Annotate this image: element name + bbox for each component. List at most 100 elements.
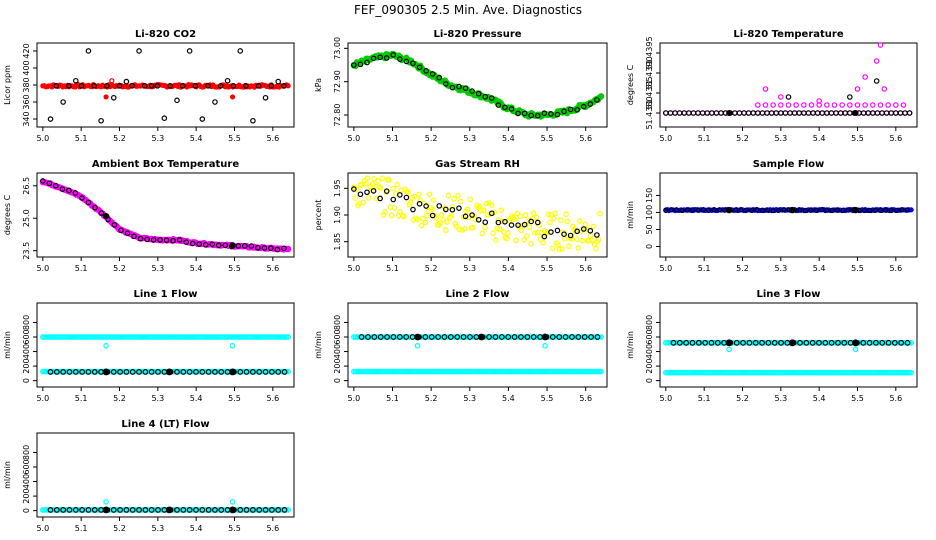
flow-line-point <box>199 507 206 513</box>
co2-avg-point <box>281 83 287 89</box>
rh-avg-point <box>436 203 443 209</box>
co2-avg-point <box>275 78 282 85</box>
rh-avg-point <box>370 188 377 194</box>
rh-point <box>407 199 414 206</box>
rh-avg-point <box>456 205 462 211</box>
rh-point <box>556 246 563 252</box>
y-tick-label: 600 <box>22 329 31 344</box>
rh-point <box>441 205 448 211</box>
flow-line-point <box>205 369 212 375</box>
temp-point <box>755 110 761 116</box>
x-tick-label: 5.0 <box>36 264 49 273</box>
x-tick-label: 5.4 <box>190 134 203 143</box>
temp-point <box>874 110 881 116</box>
flow-line-point <box>371 334 378 340</box>
flow-dip-point <box>542 342 548 349</box>
rh-point <box>541 228 548 234</box>
co2-avg-point <box>78 83 85 89</box>
rh-point <box>455 192 461 199</box>
ambient-avg-point <box>53 182 59 189</box>
temp-spike-point <box>816 98 822 104</box>
temp-point <box>686 110 692 116</box>
ambient-avg-point <box>281 245 287 252</box>
flow-line-point <box>117 369 123 375</box>
rh-point <box>591 241 598 248</box>
co2-avg-point <box>192 83 199 89</box>
flow-line-point <box>390 334 397 340</box>
flow-line-point <box>91 507 98 513</box>
y-tick-label: 1.90 <box>333 206 342 224</box>
rh-point <box>480 207 487 213</box>
co2-avg-point <box>60 99 66 105</box>
chart-title: Gas Stream RH <box>435 159 520 170</box>
y-axis-label: ml/min <box>626 201 635 229</box>
temp-point <box>870 110 876 116</box>
temp-point <box>877 102 884 108</box>
co2-avg-point <box>199 116 206 122</box>
pressure-avg-point <box>397 56 403 62</box>
flow-line-point <box>778 339 784 346</box>
rh-point <box>445 192 452 199</box>
temp-point <box>699 110 706 116</box>
flow-line-point <box>110 507 117 513</box>
rh-avg-point <box>488 210 495 217</box>
rh-point <box>414 216 421 223</box>
flow-line-point <box>47 507 54 513</box>
temp-point <box>663 110 669 116</box>
temp-point <box>906 110 913 116</box>
y-tick-label: 50 <box>645 224 654 234</box>
temp-point <box>870 102 876 108</box>
sample-point <box>679 207 685 214</box>
flow-line-point <box>136 507 142 513</box>
pressure-avg-point <box>423 68 429 74</box>
ambient-avg-point <box>66 187 72 194</box>
x-tick-label: 5.1 <box>698 264 711 273</box>
x-tick-label: 5.2 <box>113 264 126 273</box>
temp-point <box>770 102 776 108</box>
chart-title: Sample Flow <box>753 159 825 170</box>
temp-point <box>810 110 816 116</box>
x-tick-label: 5.0 <box>347 134 360 143</box>
sample-point <box>700 207 707 213</box>
ambient-avg-point <box>268 245 274 251</box>
y-tick-label: 1.85 <box>333 233 342 251</box>
plot-frame <box>36 302 295 388</box>
plot-frame <box>36 172 295 258</box>
co2-avg-point <box>161 115 168 121</box>
rh-point <box>437 220 444 226</box>
x-tick-label: 5.3 <box>151 524 164 533</box>
flow-line-point <box>53 507 60 513</box>
flow-line-point <box>714 339 721 346</box>
flow-dip-point <box>726 346 732 353</box>
rh-point <box>582 221 588 228</box>
co2-avg-point <box>217 83 224 89</box>
pressure-avg-point <box>554 111 561 118</box>
x-tick-label: 5.3 <box>151 264 164 273</box>
rh-point <box>517 213 523 219</box>
flow-line-point <box>229 368 236 376</box>
rh-point <box>417 197 423 204</box>
pressure-avg-point <box>515 110 521 117</box>
y-tick-label: 380 <box>22 77 31 92</box>
flow-line-point <box>256 507 263 513</box>
flow-line-point <box>268 507 275 513</box>
flow-line-point <box>860 339 867 346</box>
ambient-avg-point <box>255 244 261 251</box>
rh-point <box>490 230 496 237</box>
pressure-avg-point <box>482 93 489 100</box>
rh-point <box>562 235 568 242</box>
rh-point <box>443 227 449 234</box>
flow-line-point <box>530 334 537 340</box>
rh-point <box>526 224 533 231</box>
rh-point <box>363 180 369 187</box>
x-tick-label: 5.0 <box>659 134 672 143</box>
flow-line-point <box>281 507 288 513</box>
sample-point <box>743 207 749 213</box>
x-tick-label: 5.1 <box>386 134 399 143</box>
x-tick-label: 5.4 <box>502 394 515 403</box>
y-axis-label: kPa <box>314 78 323 92</box>
flow-line-point <box>435 334 441 340</box>
ambient-avg-point <box>189 240 196 247</box>
temp-spike-point <box>862 74 868 80</box>
flow-line-point <box>249 507 256 513</box>
